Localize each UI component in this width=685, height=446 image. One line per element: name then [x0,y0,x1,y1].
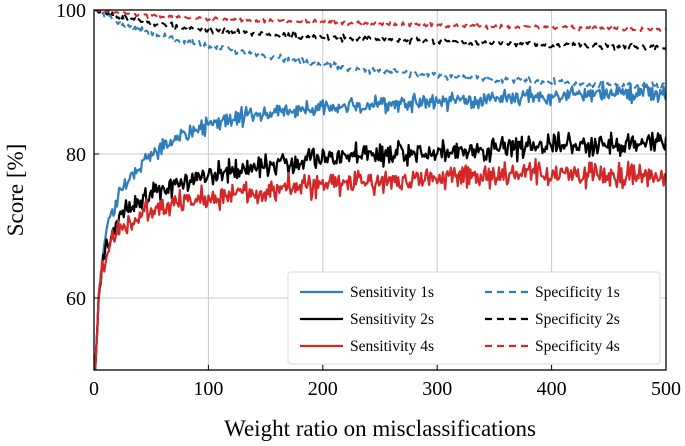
series-layer [94,10,666,370]
x-axis-title: Weight ratio on misclassifications [224,416,536,441]
series-line-sensitivity-1s [94,81,666,370]
x-tick-label: 400 [537,378,567,400]
legend-label: Sensitivity 4s [350,338,434,355]
y-tick-label: 60 [66,288,86,310]
series-line-specificity-2s [94,10,666,52]
series-line-specificity-4s [95,10,666,33]
axis-ticks: 0 100 200 300 400 500 60 80 100 [56,0,681,400]
legend-box [287,271,661,365]
x-tick-label: 300 [422,378,452,400]
series-line-sensitivity-2s [94,131,666,370]
x-tick-label: 0 [89,378,99,400]
series-line-specificity-1s [94,10,666,90]
legend-label: Sensitivity 1s [350,284,434,301]
x-tick-label: 500 [651,378,681,400]
y-tick-label: 80 [66,144,86,166]
x-tick-label: 100 [193,378,223,400]
y-axis-title: Score [%] [3,144,28,237]
legend-label: Sensitivity 2s [350,311,434,328]
legend: Sensitivity 1s Sensitivity 2s Sensitivity … [287,271,661,365]
legend-label: Specificity 4s [535,338,620,355]
y-tick-label: 100 [56,0,86,22]
series-line-sensitivity-4s [94,157,666,370]
plot-frame [93,9,667,371]
x-tick-label: 200 [308,378,338,400]
legend-label: Specificity 1s [535,284,620,301]
legend-label: Specificity 2s [535,311,620,328]
